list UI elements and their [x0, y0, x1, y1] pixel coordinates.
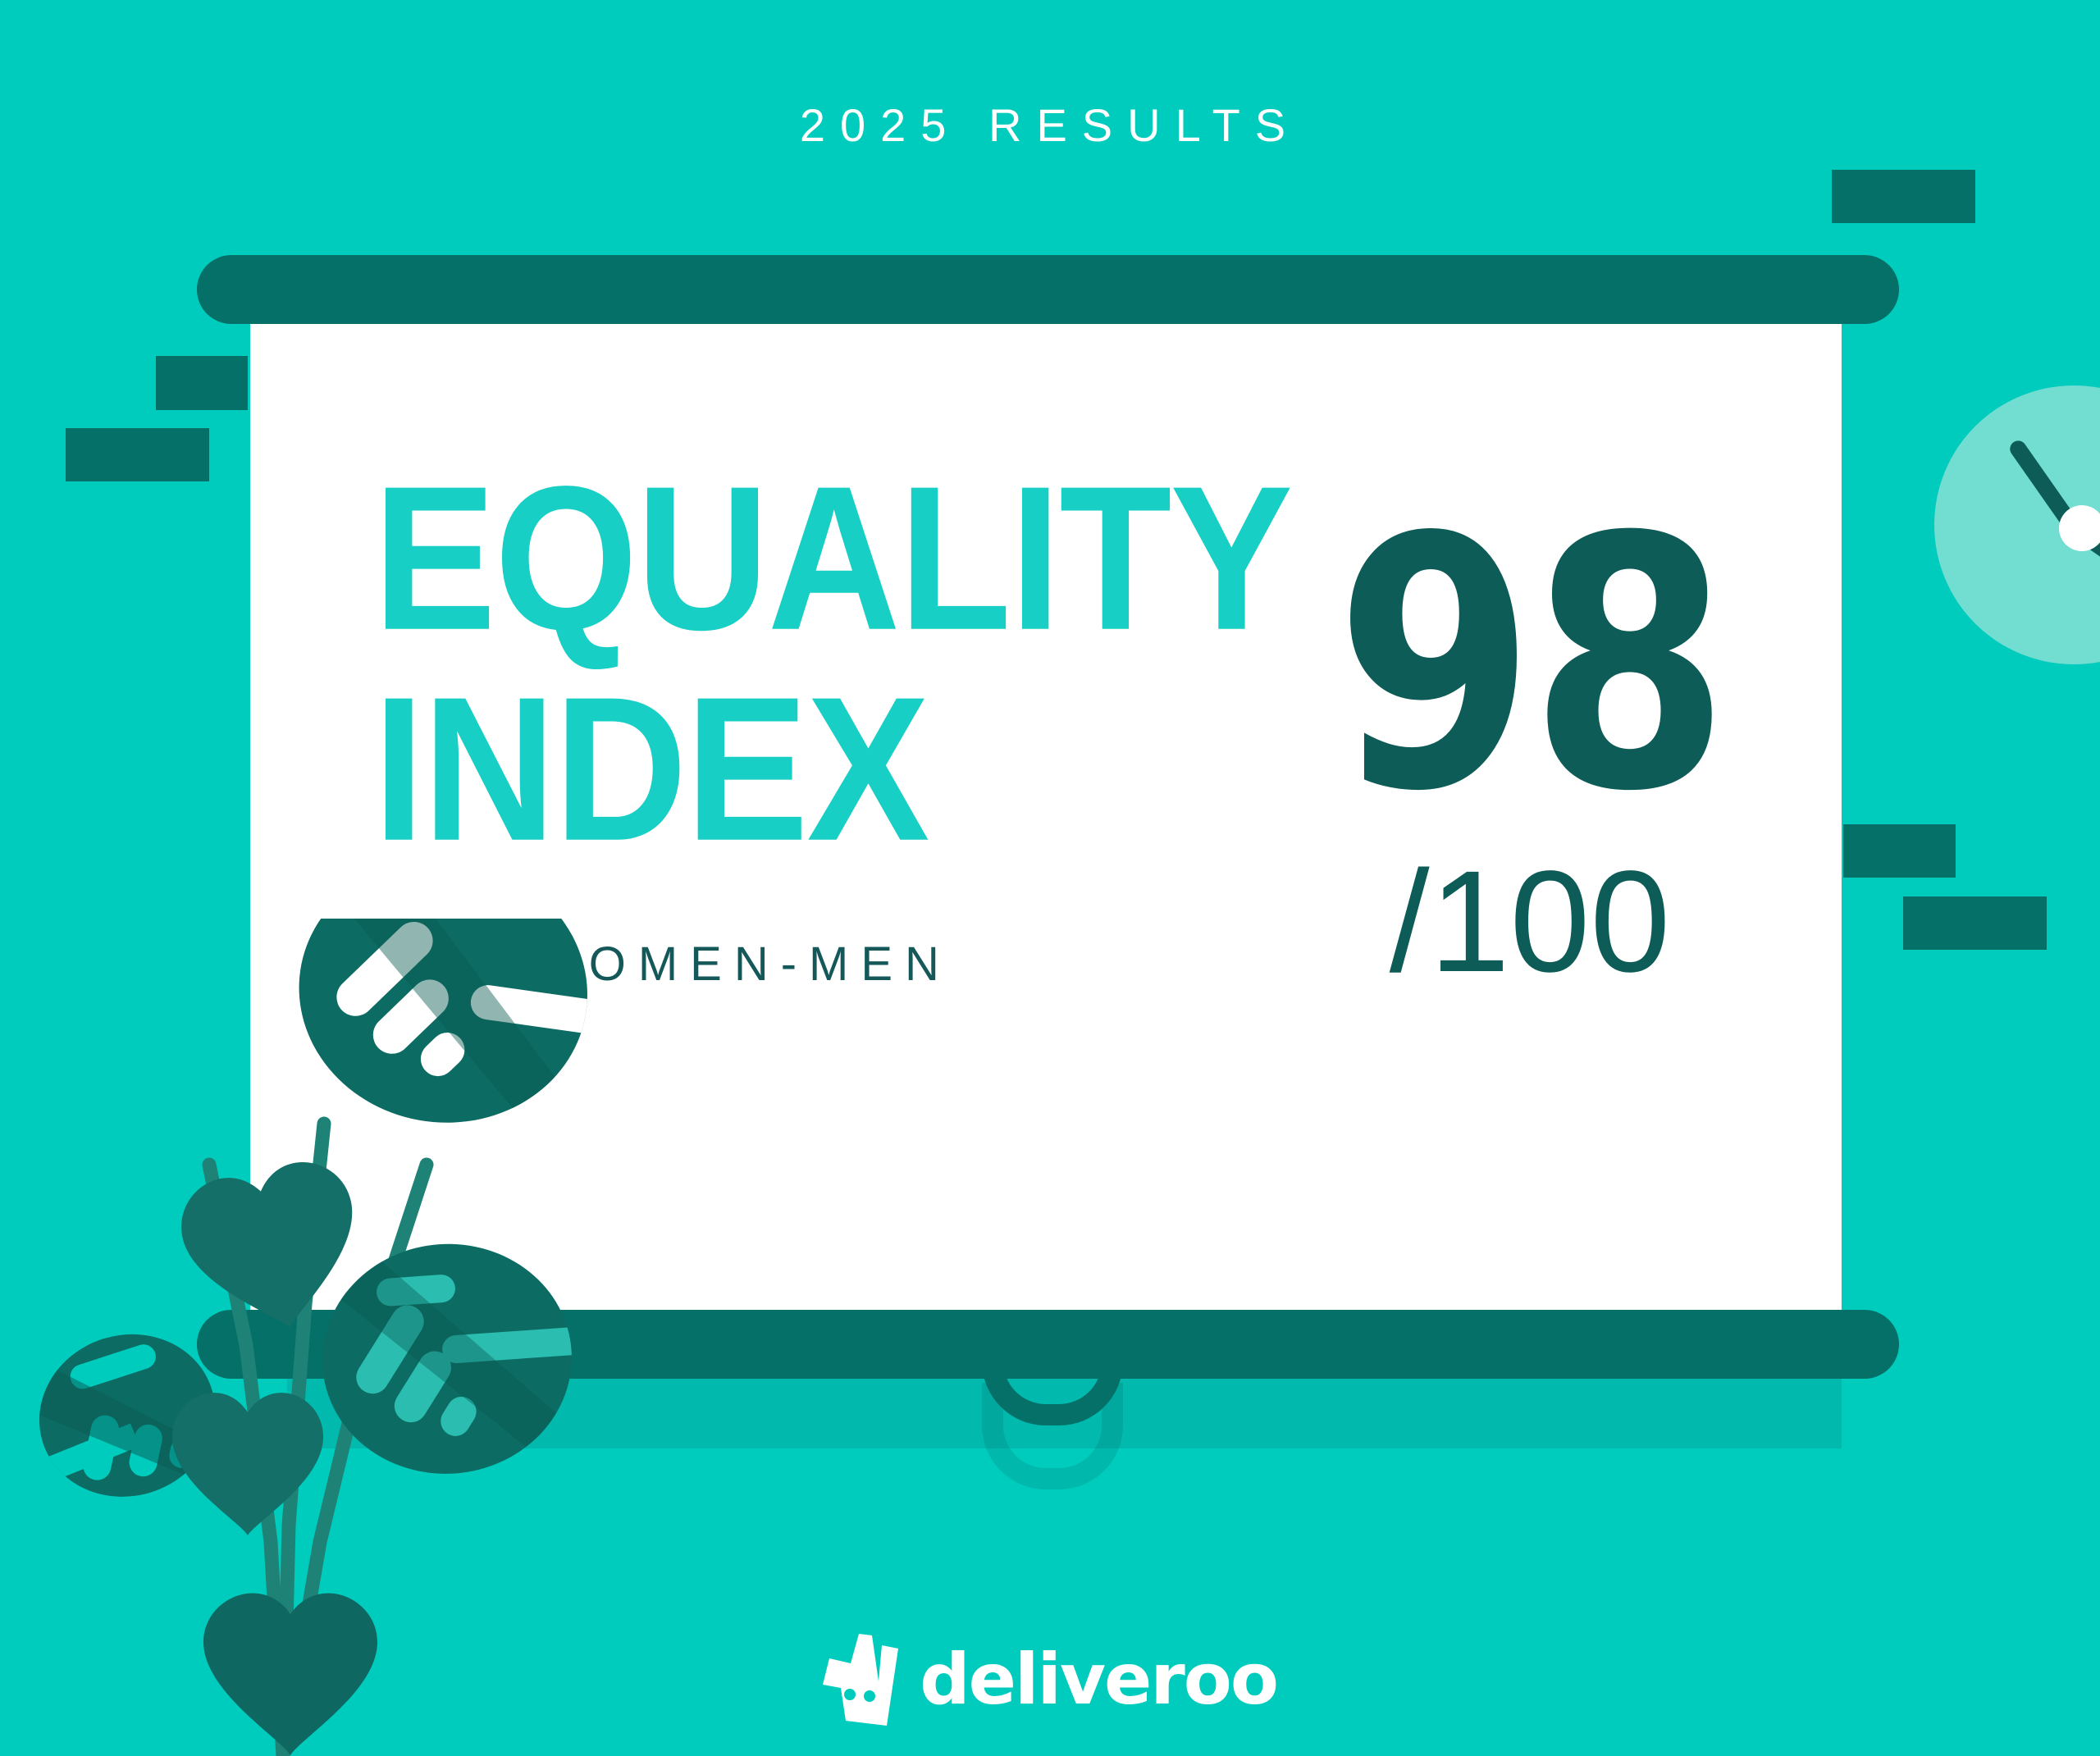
whiteboard-panel: [250, 320, 1842, 1330]
page-subtitle: WOMEN-MEN: [532, 937, 952, 991]
decorative-block-top-left-2: [66, 428, 209, 481]
score-max: /100: [1389, 842, 1671, 1002]
heart-base-icon: [203, 1593, 377, 1755]
decorative-block-bottom-right-1: [1843, 824, 1956, 878]
title-line-index: INDEX: [373, 654, 929, 883]
clock-center-pin-icon: [2059, 505, 2100, 551]
page-header-label: 2025 RESULTS: [799, 99, 1301, 151]
title-line-equality: EQUALITY: [373, 443, 1293, 673]
heart-leaf-lower-icon: [172, 1393, 323, 1535]
score-value: 98: [1335, 463, 1729, 867]
board-top-bar: [197, 255, 1899, 324]
monstera-leaf-right-icon: [314, 1235, 580, 1483]
brand-name: deliveroo: [920, 1639, 1279, 1721]
brand-logo: deliveroo: [0, 1634, 2100, 1726]
monstera-plant-icon: [18, 919, 605, 1756]
deliveroo-kangaroo-icon: [823, 1634, 899, 1726]
decorative-block-top-left-1: [156, 356, 248, 410]
heart-leaf-icon: [181, 1161, 353, 1328]
decorative-block-top-right-1: [1832, 170, 1975, 223]
monstera-leaf-left-icon: [18, 1334, 237, 1507]
clock-icon: [1934, 385, 2100, 664]
score-block: 98 /100: [1276, 492, 1784, 994]
page-title: EQUALITY INDEX: [373, 455, 1300, 871]
decorative-block-bottom-right-2: [1903, 896, 2047, 950]
